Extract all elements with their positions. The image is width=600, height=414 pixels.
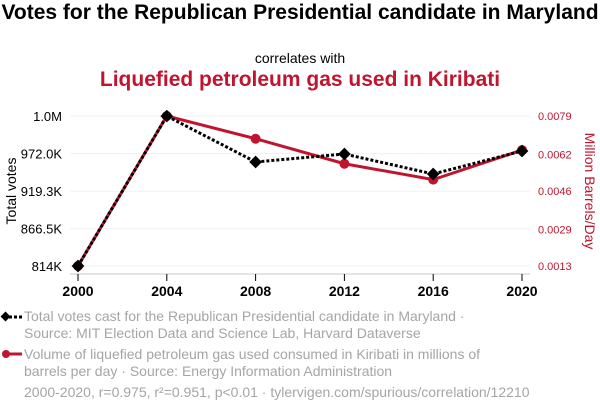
series-votes-point bbox=[426, 167, 440, 181]
series-votes-line bbox=[76, 114, 523, 267]
left-tick-label: 814K bbox=[32, 259, 63, 274]
right-tick-label: 0.0079 bbox=[538, 111, 572, 123]
series-votes-point bbox=[338, 147, 351, 161]
x-tick-label: 2004 bbox=[151, 283, 182, 299]
right-tick-label: 0.0029 bbox=[538, 225, 572, 237]
series-votes-point bbox=[160, 109, 174, 123]
right-tick-label: 0.0013 bbox=[538, 261, 572, 273]
legend-lpg-line1: Volume of liquefied petroleum gas used c… bbox=[24, 346, 481, 362]
left-tick-label: 1.0M bbox=[33, 109, 62, 124]
right-axis-label: Million Barrels/Day bbox=[582, 133, 598, 250]
chart-title: Votes for the Republican Presidential ca… bbox=[1, 1, 599, 24]
x-tick-label: 2016 bbox=[418, 283, 449, 299]
series-votes-point bbox=[515, 144, 529, 158]
left-axis-label: Total votes bbox=[3, 158, 19, 225]
left-tick-label: 919.3K bbox=[21, 184, 63, 199]
left-tick-label: 866.5K bbox=[21, 222, 63, 237]
footer-stats: 2000-2020, r=0.975, r²=0.951, p<0.01 · t… bbox=[24, 384, 530, 400]
right-tick-label: 0.0062 bbox=[538, 150, 572, 162]
chart-title-secondary: Liquefied petroleum gas used in Kiribati bbox=[99, 68, 501, 91]
series-votes-point bbox=[249, 155, 262, 169]
legend-diamond-marker bbox=[0, 311, 11, 322]
legend-icons bbox=[0, 311, 22, 358]
x-tick-label: 2008 bbox=[240, 283, 271, 299]
right-y-axis: 0.0013 0.0029 0.0046 0.0062 0.0079 bbox=[538, 111, 572, 273]
series-lpg-point bbox=[250, 133, 261, 144]
gridlines bbox=[70, 115, 530, 267]
left-tick-label: 972.0K bbox=[21, 147, 63, 162]
right-tick-label: 0.0046 bbox=[538, 186, 572, 198]
x-tick-label: 2020 bbox=[506, 283, 537, 299]
x-axis: 2000 2004 2008 2012 2016 2020 bbox=[62, 273, 538, 299]
left-y-axis: 814K 866.5K 919.3K 972.0K 1.0M bbox=[21, 109, 63, 274]
legend-circle-marker bbox=[2, 350, 10, 358]
chart-subtitle: correlates with bbox=[254, 50, 346, 66]
series-lpg-point bbox=[339, 158, 350, 169]
x-tick-label: 2012 bbox=[329, 283, 360, 299]
legend-votes-line1: Total votes cast for the Republican Pres… bbox=[24, 308, 465, 324]
series-group bbox=[71, 109, 529, 273]
x-tick-label: 2000 bbox=[62, 283, 93, 299]
series-votes-point bbox=[71, 259, 85, 273]
legend-votes-line2: Source: MIT Election Data and Science La… bbox=[24, 325, 421, 341]
legend-lpg-line2: barrels per day · Source: Energy Informa… bbox=[24, 363, 393, 379]
